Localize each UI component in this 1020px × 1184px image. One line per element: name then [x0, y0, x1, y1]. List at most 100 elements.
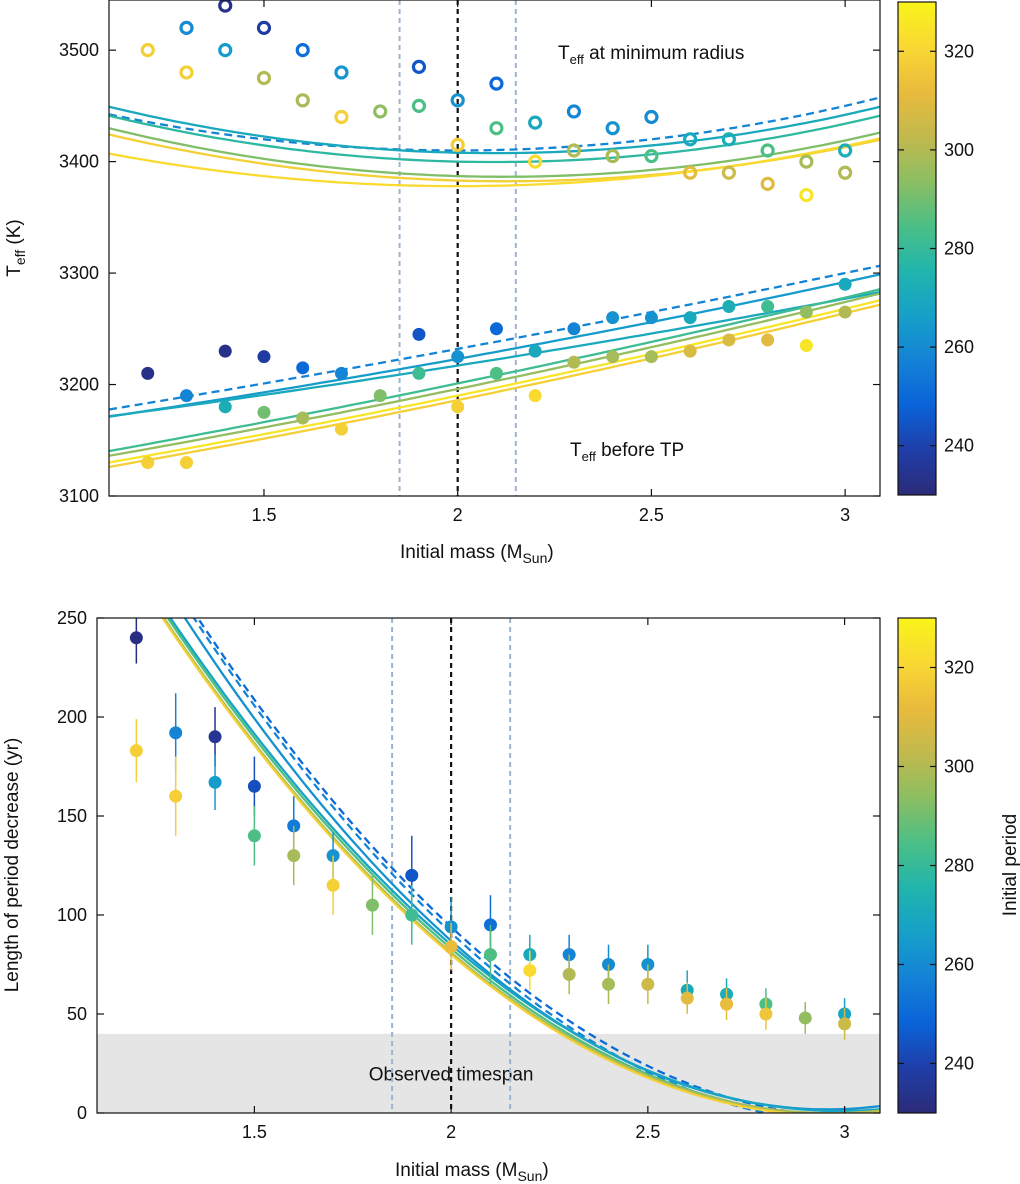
- data-point-filled: [761, 300, 775, 314]
- observed-timespan-band: [97, 1033, 880, 1113]
- data-point-open: [450, 93, 465, 108]
- y-axis-label-top: Teff (K): [4, 219, 28, 277]
- y-tick-label: 3100: [59, 486, 99, 506]
- colorbar-tick-label: 320: [944, 41, 974, 61]
- data-point-open: [218, 43, 233, 58]
- data-point-filled: [169, 726, 183, 740]
- fit-lower-2: [109, 290, 880, 418]
- data-point-open: [179, 65, 194, 80]
- data-point-filled: [798, 1011, 812, 1025]
- data-point-open: [683, 165, 698, 180]
- fit-lower-6: [109, 299, 880, 464]
- fit-5: [161, 618, 880, 1113]
- colorbar-tick-label: 260: [944, 337, 974, 357]
- colorbar-tick-label: 240: [944, 436, 974, 456]
- data-point-open: [295, 93, 310, 108]
- x-tick-label: 2: [446, 1122, 456, 1142]
- y-tick-label: 3300: [59, 263, 99, 283]
- data-point-filled: [334, 422, 348, 436]
- data-point-filled: [489, 366, 503, 380]
- data-point-filled: [683, 344, 697, 358]
- data-point-open: [799, 187, 814, 203]
- colorbar-tick-label: 300: [944, 757, 974, 777]
- panel-teff: 1.5 2 2.5 3 3100 3200 3300 3400 3500 Teff at mi…: [4, 0, 974, 566]
- fit-3: [166, 618, 880, 1113]
- data-point-filled: [483, 948, 497, 962]
- data-point-filled: [567, 355, 581, 369]
- data-point-filled: [444, 940, 458, 954]
- data-point-filled: [528, 344, 542, 358]
- colorbar-tick-label: 240: [944, 1054, 974, 1074]
- data-point-open: [411, 59, 427, 74]
- x-tick-label: 2: [453, 505, 463, 525]
- data-point-filled: [247, 829, 261, 843]
- data-point-filled: [523, 963, 537, 977]
- data-point-filled: [759, 1007, 773, 1021]
- data-point-open: [721, 132, 736, 147]
- data-point-open: [566, 104, 582, 119]
- fit-upper-dashed: [109, 96, 880, 152]
- data-point-open: [334, 109, 349, 125]
- data-point-open: [256, 70, 272, 86]
- data-point-open: [450, 137, 465, 152]
- x-axis-label-top: Initial mass (MSun): [400, 542, 554, 566]
- data-point-filled: [567, 322, 581, 336]
- fit-upper-2: [109, 114, 880, 164]
- colorbar-bottom-gradient: [897, 617, 937, 1114]
- data-point-open: [528, 115, 543, 130]
- data-point-filled: [247, 779, 261, 793]
- y-tick-label: 3400: [59, 152, 99, 172]
- data-point-open: [760, 143, 775, 158]
- data-point-filled: [141, 456, 155, 470]
- data-point-filled: [405, 868, 419, 882]
- colorbar-top: 240 260 280 300 320: [897, 1, 974, 496]
- fit-dashed-2: [192, 618, 772, 1113]
- data-point-open: [334, 65, 349, 80]
- colorbar-tick-label: 300: [944, 140, 974, 160]
- data-point-filled: [451, 350, 465, 364]
- data-point-filled: [489, 322, 503, 336]
- x-axis-label-bottom: Initial mass (MSun): [395, 1160, 549, 1184]
- data-point-filled: [838, 1017, 852, 1031]
- data-point-filled: [169, 789, 183, 803]
- data-point-filled: [761, 333, 775, 347]
- data-point-filled: [296, 361, 310, 375]
- data-point-open: [721, 165, 736, 180]
- fit-upper-4: [109, 133, 880, 183]
- fit-2: [169, 618, 880, 1113]
- colorbar-tick-label: 280: [944, 856, 974, 876]
- data-point-filled: [405, 908, 419, 922]
- plot-frame-top: [108, 0, 881, 497]
- fit-lower-1: [109, 273, 880, 418]
- colorbar-bottom: 240 260 280 300 320 Initial period: [897, 617, 1020, 1114]
- data-point-filled: [528, 389, 542, 403]
- data-point-filled: [722, 300, 736, 314]
- data-point-open: [295, 43, 310, 58]
- observed-timespan-label: Observed timespan: [369, 1064, 534, 1085]
- fit-upper-5: [109, 137, 880, 188]
- data-point-filled: [179, 389, 193, 403]
- data-point-filled: [562, 967, 576, 981]
- y-tick-label: 3500: [59, 40, 99, 60]
- data-point-open: [140, 43, 155, 58]
- y-tick-label: 3200: [59, 375, 99, 395]
- y-tick-label: 150: [57, 806, 87, 826]
- data-point-filled: [179, 456, 193, 470]
- data-point-filled: [326, 878, 340, 892]
- data-point-filled: [412, 366, 426, 380]
- x-tick-label: 2.5: [639, 505, 664, 525]
- data-point-open: [605, 148, 620, 164]
- annotation-teff-before-tp: Teff before TP: [570, 440, 684, 464]
- data-point-filled: [129, 744, 143, 758]
- data-point-filled: [641, 977, 655, 991]
- data-point-filled: [722, 333, 736, 347]
- data-point-open: [799, 154, 814, 169]
- y-tick-label: 50: [67, 1004, 87, 1024]
- data-point-filled: [799, 339, 813, 353]
- data-point-filled: [365, 898, 379, 912]
- fit-upper-1: [109, 105, 880, 155]
- data-point-open: [760, 176, 775, 192]
- x-tick-label: 3: [840, 505, 850, 525]
